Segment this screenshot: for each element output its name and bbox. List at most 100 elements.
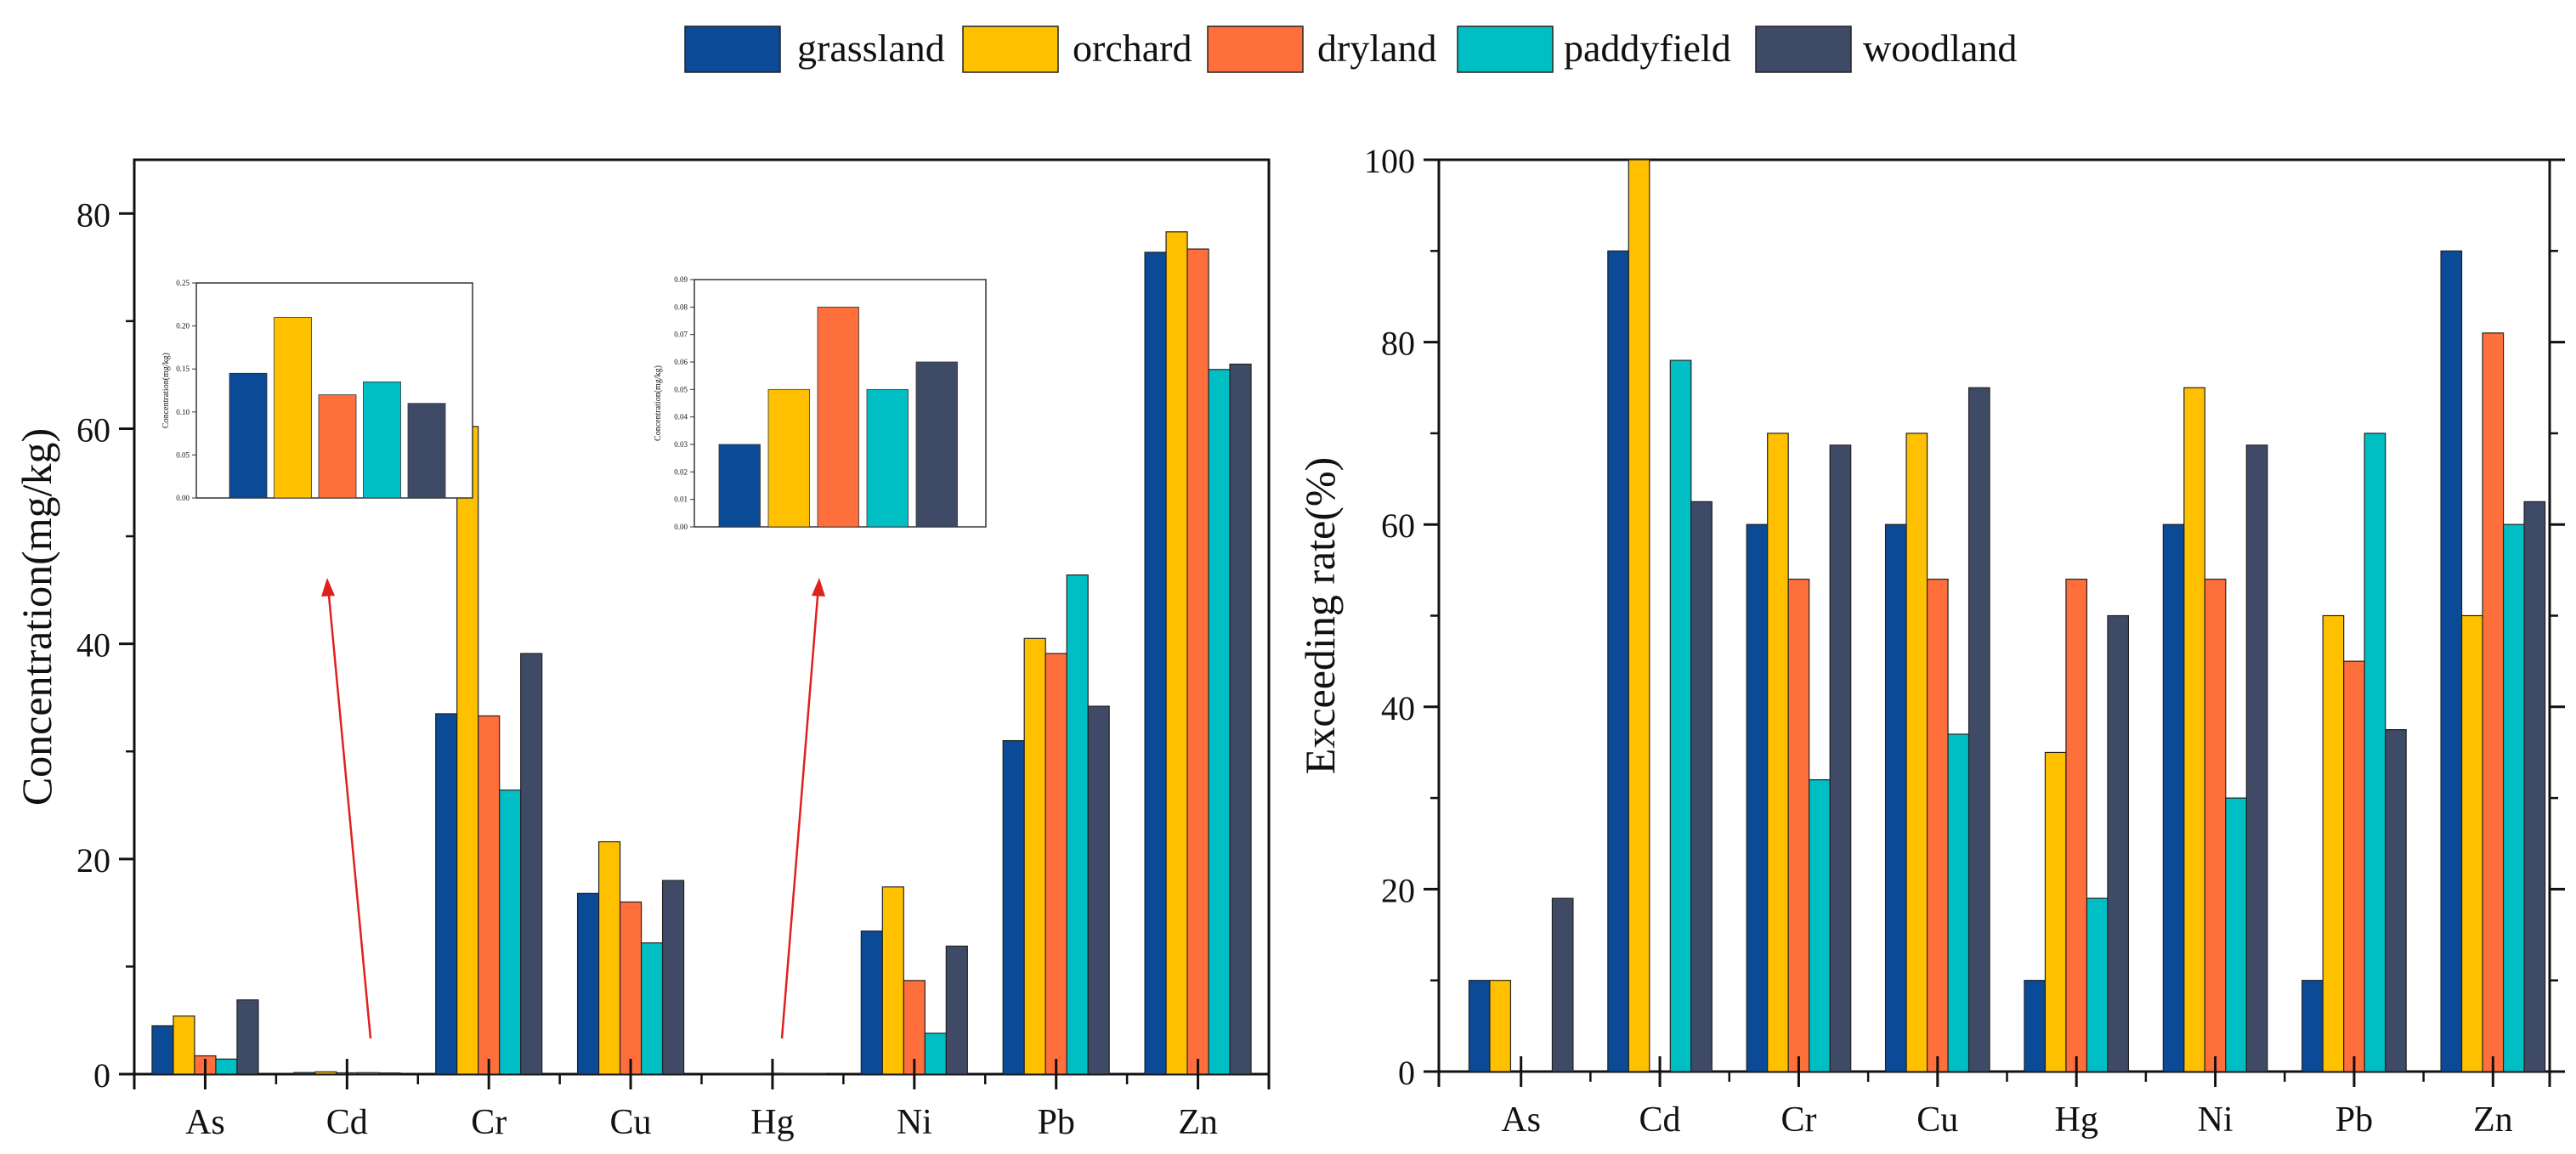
bar-woodland-Pb: [2385, 729, 2407, 1072]
bar-dryland-Zn: [2482, 332, 2505, 1072]
y-tick-label: 80: [76, 195, 110, 234]
inset-bar-paddyfield: [363, 381, 401, 499]
y-tick-label: 80: [1381, 325, 1415, 363]
inset-y-tick-label: 0.05: [674, 385, 688, 393]
bar-woodland-Cr: [1829, 444, 1852, 1072]
bar-woodland-Hg: [2107, 614, 2130, 1072]
bar-grassland-Cr: [435, 713, 458, 1075]
inset-y-axis-label: Concentration(mg/kg): [161, 353, 171, 428]
bar-grassland-Cu: [576, 892, 600, 1075]
bar-paddyfield-Cr: [499, 789, 522, 1075]
bar-grassland-Hg: [2024, 980, 2047, 1072]
inset-bar-dryland: [318, 394, 357, 499]
bar-woodland-Cd: [378, 1072, 401, 1075]
legend-label-woodland: woodland: [1863, 26, 2017, 70]
bar-paddyfield-As: [215, 1058, 238, 1075]
bar-paddyfield-Cd: [357, 1072, 380, 1075]
bar-woodland-Cu: [661, 880, 685, 1075]
bar-paddyfield-Pb: [2364, 433, 2386, 1072]
bar-woodland-As: [236, 999, 259, 1075]
inset-y-tick-label: 0.20: [176, 322, 190, 331]
x-tick-label-Cd: Cd: [1639, 1100, 1681, 1140]
bar-woodland-Cr: [520, 653, 543, 1075]
bar-orchard-Cu: [1905, 433, 1928, 1072]
bar-grassland-Cd: [293, 1072, 316, 1075]
concentration-chart: 0 20 40 60 80 As Cd Cr Cu Hg Ni Pb Zn Concentration(m…: [13, 158, 1271, 1142]
bar-paddyfield-Cu: [640, 942, 664, 1075]
bar-grassland-As: [1468, 980, 1491, 1072]
bar-paddyfield-Cr: [1809, 779, 1831, 1072]
x-tick-label-Ni: Ni: [897, 1103, 932, 1142]
bar-woodland-As: [1551, 897, 1574, 1072]
bar-grassland-Cu: [1884, 523, 1907, 1072]
y-tick-label: 100: [1364, 142, 1415, 180]
bar-paddyfield-Ni: [2225, 797, 2247, 1072]
y-tick-label: 40: [1381, 689, 1415, 727]
y-tick-label: 60: [1381, 506, 1415, 545]
bar-paddyfield-Cu: [1947, 733, 1970, 1072]
bar-orchard-Cd: [1628, 159, 1650, 1072]
x-tick-label-Pb: Pb: [1038, 1103, 1075, 1142]
legend-label-orchard: orchard: [1073, 26, 1192, 70]
bar-woodland-Zn: [1229, 363, 1252, 1075]
bar-orchard-Ni: [2183, 387, 2205, 1072]
bar-orchard-Cr: [1767, 433, 1789, 1072]
x-tick-label-Cu: Cu: [610, 1103, 652, 1142]
inset-bar-grassland: [718, 444, 761, 528]
bar-dryland-Hg: [2065, 578, 2088, 1072]
cd-inset-arrowhead: [321, 578, 335, 597]
bar-woodland-Cu: [1967, 387, 1990, 1072]
bar-woodland-Ni: [945, 945, 968, 1075]
bar-woodland-Zn: [2523, 501, 2546, 1072]
inset-y-tick-label: 0.06: [674, 358, 688, 366]
x-tick-label-Hg: Hg: [750, 1103, 794, 1142]
bar-woodland-Hg: [803, 1072, 827, 1075]
hg-inset-arrow: [780, 585, 820, 1039]
inset-y-tick-label: 0.10: [176, 408, 190, 416]
y-axis-label: Concentration(mg/kg): [13, 428, 60, 806]
inset-bar-dryland: [817, 306, 859, 528]
bar-paddyfield-Ni: [924, 1032, 947, 1075]
x-tick-label-As: As: [1501, 1100, 1541, 1140]
legend-label-grassland: grassland: [797, 26, 945, 70]
inset-arrows: [321, 578, 825, 1039]
legend-swatch-woodland: [1755, 25, 1852, 73]
y-tick-label: 60: [76, 410, 110, 449]
bar-orchard-Cr: [456, 426, 479, 1075]
inset-y-tick-label: 0.04: [674, 413, 688, 421]
x-tick-label-Zn: Zn: [1178, 1103, 1218, 1142]
legend-swatch-dryland: [1207, 25, 1304, 73]
bar-dryland-Zn: [1186, 248, 1209, 1075]
bar-dryland-Ni: [2204, 578, 2227, 1072]
hg-inset-arrowhead: [812, 578, 825, 597]
inset-y-tick-label: 0.03: [674, 440, 688, 449]
x-tick-label-Ni: Ni: [2198, 1100, 2233, 1140]
bar-grassland-Ni: [2162, 523, 2185, 1072]
legend-swatch-orchard: [962, 25, 1059, 73]
bar-dryland-Cr: [478, 715, 501, 1075]
bar-woodland-Cd: [1690, 501, 1713, 1072]
exceeding-rate-chart: 0 20 40 60 80 100 As Cd Cr Cu Hg Ni Pb Zn Exceeding ra…: [1296, 142, 2565, 1140]
bar-dryland-Cu: [619, 901, 643, 1075]
bar-orchard-As: [1489, 980, 1512, 1072]
bar-orchard-Hg: [739, 1072, 763, 1075]
bar-grassland-Pb: [2301, 980, 2324, 1072]
bar-paddyfield-Hg: [782, 1072, 806, 1075]
legend-swatch-paddyfield: [1457, 25, 1554, 73]
bar-paddyfield-Cd: [1669, 359, 1692, 1072]
inset-y-tick-label: 0.00: [674, 523, 688, 531]
bar-grassland-Pb: [1002, 739, 1025, 1075]
inset-bar-orchard: [274, 317, 312, 499]
x-tick-label-Zn: Zn: [2473, 1100, 2513, 1140]
bar-orchard-Zn: [1165, 231, 1188, 1075]
bar-orchard-Hg: [2044, 751, 2067, 1072]
bar-dryland-Pb: [2343, 660, 2365, 1072]
bar-grassland-Cd: [1607, 250, 1629, 1072]
bar-orchard-Pb: [1023, 637, 1046, 1075]
y-tick-label: 20: [76, 841, 110, 880]
y-tick-label: 40: [76, 626, 110, 665]
inset-bar-woodland: [407, 403, 446, 499]
x-tick-label-As: As: [185, 1103, 225, 1142]
inset-bar-grassland: [229, 372, 268, 499]
inset-y-tick-label: 0.07: [674, 331, 688, 339]
